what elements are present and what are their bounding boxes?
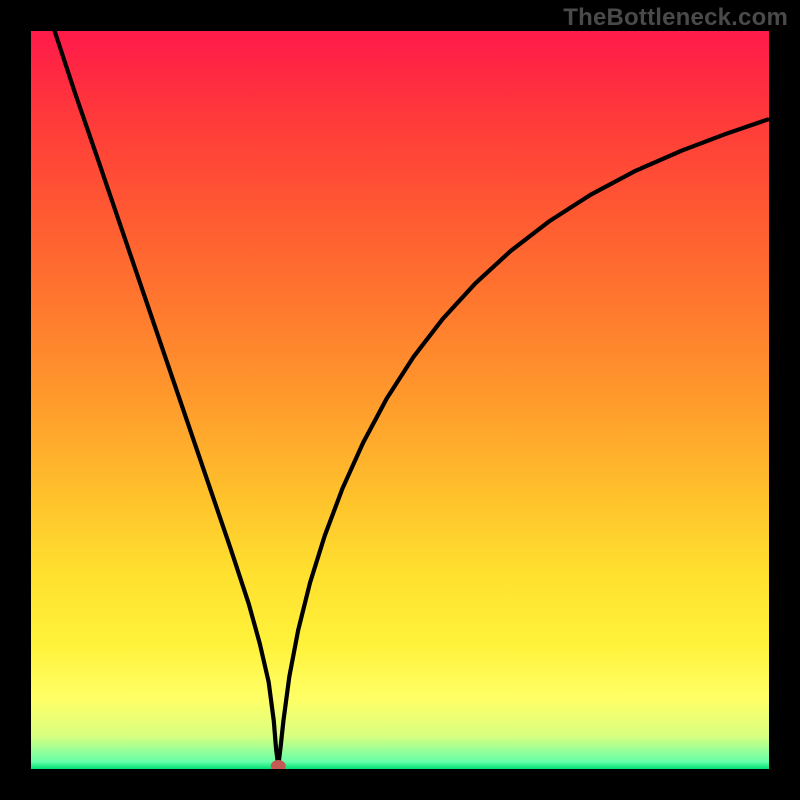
watermark-label: TheBottleneck.com	[563, 4, 788, 32]
plot-background-gradient	[31, 31, 769, 769]
bottleneck-chart	[0, 0, 800, 800]
